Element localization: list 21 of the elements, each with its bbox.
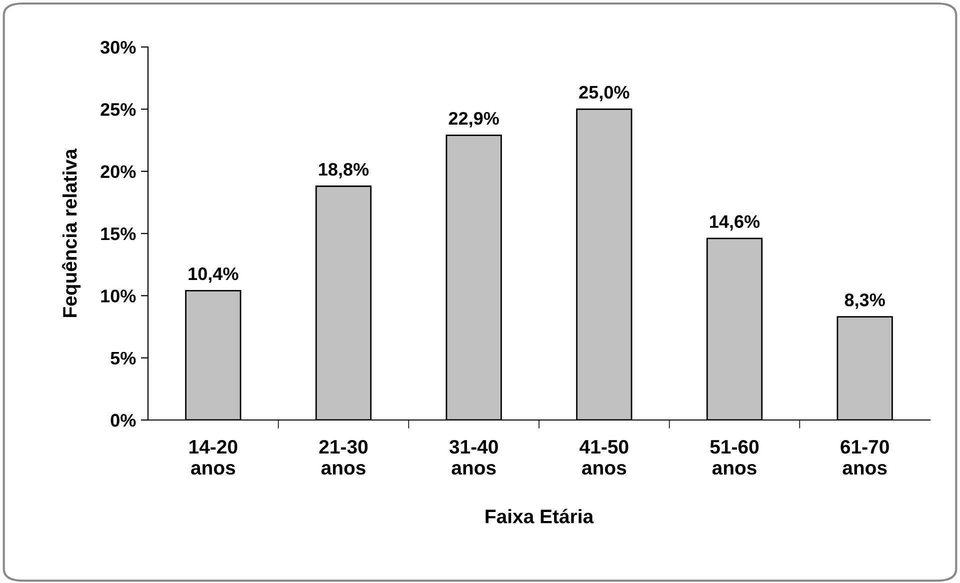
y-tick-label: 5%: [110, 352, 136, 365]
x-tick-label: 31-40 anos: [449, 440, 498, 475]
y-tick-label: 15%: [101, 227, 136, 240]
x-tick-label: 61-70 anos: [840, 440, 889, 475]
y-tick-label: 20%: [100, 165, 136, 178]
data-label: 22,9%: [448, 112, 499, 128]
x-tick-label: 14-20 anos: [190, 440, 238, 475]
data-label: 14,6%: [710, 215, 760, 231]
y-axis-title: Fequência relativa: [62, 148, 81, 318]
data-label: 10,4%: [188, 267, 238, 283]
x-axis-title: Faixa Etária: [486, 508, 594, 524]
y-tick-label: 25%: [100, 103, 136, 116]
y-tick-label: 30%: [100, 40, 136, 54]
x-tick-label: 21-30 anos: [319, 440, 368, 475]
data-label: 8,3%: [844, 294, 885, 309]
x-tick-label: 41-50 anos: [580, 440, 628, 475]
y-tick-label: 10%: [101, 290, 136, 302]
data-label: 18,8%: [319, 162, 369, 178]
x-tick-label: 51-60 anos: [710, 440, 759, 475]
y-tick-label: 0%: [110, 414, 136, 427]
data-label: 25,0%: [579, 86, 630, 102]
